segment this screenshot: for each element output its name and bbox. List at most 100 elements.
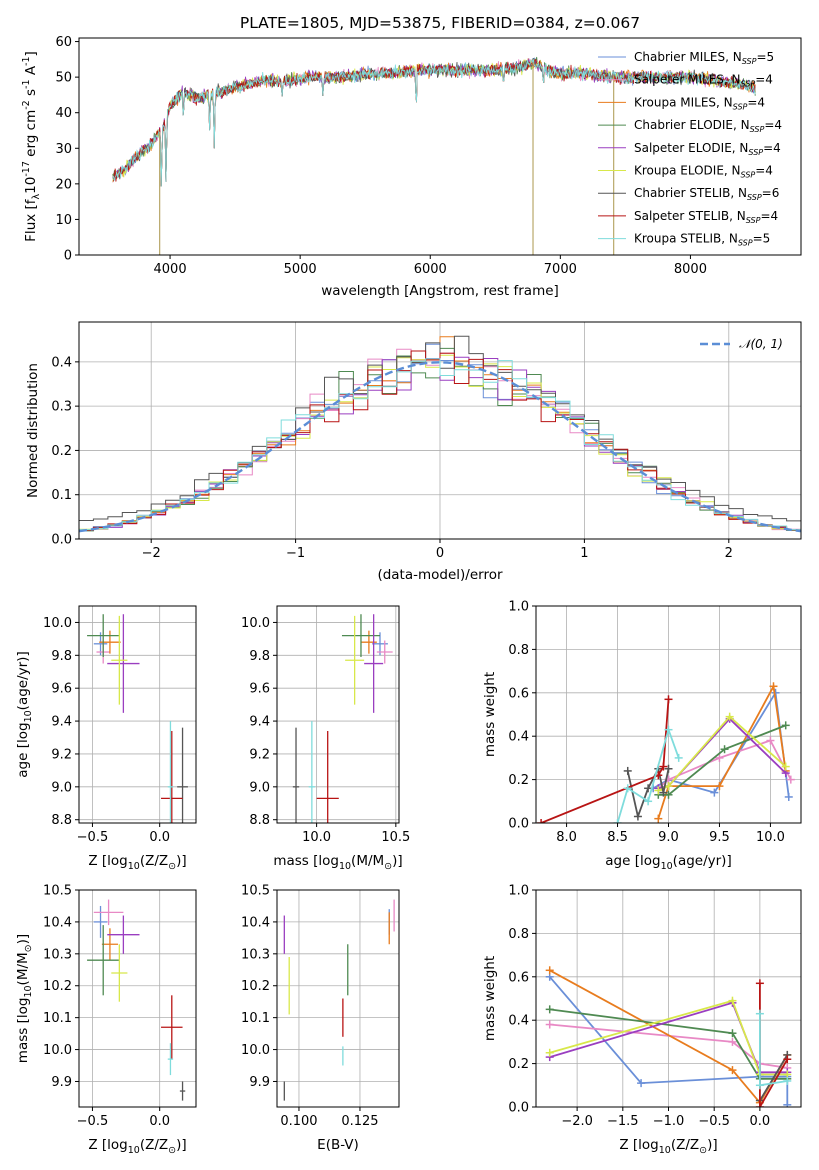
x-axis-label: Z [log10(Z/Z⊙)]	[619, 1137, 717, 1156]
weight-marker-chabrier-elodie	[545, 1005, 554, 1014]
label-part: -1	[21, 56, 32, 65]
x-tick-label: 7000	[544, 262, 577, 277]
label-part: )]	[707, 1137, 718, 1153]
y-tick-label: 9.0	[249, 780, 270, 795]
weight-marker-chabrier-elodie	[664, 790, 673, 799]
label-part: Z [log	[88, 853, 127, 869]
y-tick-label: 9.2	[51, 747, 72, 762]
y-axis-label: mass weight	[482, 672, 498, 757]
weight-marker-chabrier-stelib	[659, 788, 668, 797]
x-tick-label: −1.0	[653, 1114, 685, 1129]
label-part: 10	[128, 1145, 140, 1156]
weight-marker-chabrier-miles	[784, 792, 793, 801]
label-part: -17	[21, 161, 32, 177]
y-tick-label: 9.9	[249, 1075, 270, 1090]
legend-subscript: SSP	[747, 193, 762, 202]
weight-marker-kroupa-stelib	[783, 1076, 792, 1085]
errorbar-salpeter-miles	[93, 899, 124, 926]
y-tick-label: 10.4	[241, 915, 270, 930]
y-tick-label: 10.2	[43, 979, 72, 994]
y-tick-label: 50	[55, 71, 72, 86]
weight-marker-kroupa-stelib	[613, 819, 622, 823]
label-part: ⊙	[699, 1145, 707, 1156]
errorbar-kroupa-miles	[360, 630, 377, 654]
histogram-kroupa-stelib	[79, 358, 801, 531]
legend-nssp: =4	[764, 118, 782, 132]
errorbar-salpeter-elodie	[364, 614, 384, 713]
legend-label-chabrier-elodie: Chabrier ELODIE, NSSP=4	[634, 118, 782, 134]
y-tick-label: 9.8	[249, 649, 270, 664]
y-tick-label: 0.4	[508, 1014, 529, 1029]
x-tick-label: −1	[286, 546, 305, 561]
label-part: )]	[176, 853, 187, 869]
legend-nssp: =4	[763, 141, 781, 155]
label-part: ⊙	[168, 861, 176, 872]
plot-area	[536, 606, 801, 823]
legend-text: Kroupa MILES, N	[634, 95, 733, 109]
legend-label-kroupa-miles: Kroupa MILES, NSSP=4	[634, 95, 765, 111]
weight-marker-kroupa-elodie	[545, 1048, 554, 1057]
weight-marker-salpeter-miles	[786, 775, 795, 784]
errorbar-kroupa-elodie	[345, 615, 365, 705]
x-axis-label: age [log10(age/yr)]	[605, 853, 731, 872]
errorbar-chabrier-miles	[93, 905, 108, 938]
x-axis-label: wavelength [Angstrom, rest frame]	[321, 283, 559, 299]
weight-line-salpeter-stelib	[759, 983, 789, 1107]
axes-age-vs-z: −0.5 0.08.89.09.29.49.69.810.0Z [log10(Z/…	[15, 605, 197, 872]
weight-marker-kroupa-stelib	[644, 797, 653, 806]
y-axis-label: age [log10(age/yr)]	[15, 651, 34, 777]
x-axis-label: Z [log10(Z/Z⊙)]	[88, 853, 186, 872]
x-tick-label: 0.0	[149, 830, 170, 845]
y-tick-label: 0.2	[51, 444, 72, 459]
label-part: (age/yr)]	[673, 853, 732, 869]
label-part: ⊙	[23, 944, 34, 952]
weight-marker-chabrier-miles	[710, 788, 719, 797]
legend-label-gaussian: 𝒩(0, 1)	[739, 337, 783, 351]
weight-marker-chabrier-elodie	[728, 1029, 737, 1038]
weight-marker-kroupa-stelib	[755, 1081, 764, 1090]
errorbar-kroupa-miles	[99, 630, 121, 654]
axes-frame	[276, 889, 400, 1108]
legend-subscript: SSP	[741, 171, 756, 180]
label-part: Flux [f	[23, 198, 39, 242]
errorbar-salpeter-stelib	[316, 730, 339, 823]
weight-marker-chabrier-miles	[637, 1079, 646, 1088]
label-part: )]	[15, 934, 31, 945]
y-tick-label: 0.8	[508, 927, 529, 942]
errorbar-chabrier-elodie	[87, 614, 120, 657]
errorbar-kroupa-elodie	[111, 615, 128, 705]
legend-text: Chabrier MILES, N	[634, 50, 742, 64]
label-part: λ	[31, 193, 42, 199]
axes-frame	[78, 889, 197, 1108]
label-part: (M/M	[351, 853, 384, 869]
weight-marker-salpeter-miles	[715, 753, 724, 762]
y-tick-label: 8.8	[249, 813, 270, 828]
plot-area	[536, 890, 801, 1107]
legend-label-chabrier-stelib: Chabrier STELIB, NSSP=6	[634, 186, 779, 202]
y-tick-label: 1.0	[508, 884, 529, 899]
legend-nssp: =4	[760, 209, 778, 223]
axes-mass-vs-z: −0.5 0.0 9.9 10.0 10.1 10.2 10.3 10.4 10.5 Z [log…	[15, 884, 197, 1156]
x-tick-label: −2	[142, 546, 161, 561]
errorbar-chabrier-stelib	[177, 727, 188, 823]
legend-text: Kroupa STELIB, N	[634, 232, 738, 246]
x-tick-label: 6000	[414, 262, 447, 277]
axes-mass-weight-vs-z: −2.0 −1.5 −1.0 −0.5 0.0 0.0 0.2 0.4 0.6 0.8 1.0 Z […	[482, 884, 802, 1156]
y-tick-label: 0.0	[508, 817, 529, 832]
errorbar-kroupa-miles	[101, 928, 118, 961]
legend-subscript: SSP	[750, 125, 765, 134]
errorbar-kroupa-stelib	[308, 721, 316, 823]
label-part: -2	[21, 100, 32, 109]
legend-nssp: =4	[747, 95, 765, 109]
legend-subscript: SSP	[746, 216, 761, 225]
axes-frame	[78, 605, 197, 824]
weight-marker-chabrier-miles	[783, 1100, 792, 1107]
y-tick-label: 0.6	[508, 686, 529, 701]
label-part: 10	[659, 1145, 671, 1156]
weight-marker-chabrier-stelib	[664, 764, 673, 773]
figure-title: PLATE=1805, MJD=53875, FIBERID=0384, z=0…	[240, 14, 640, 32]
axes-frame	[535, 889, 802, 1108]
spectrum-line-kroupa-stelib	[112, 59, 756, 187]
